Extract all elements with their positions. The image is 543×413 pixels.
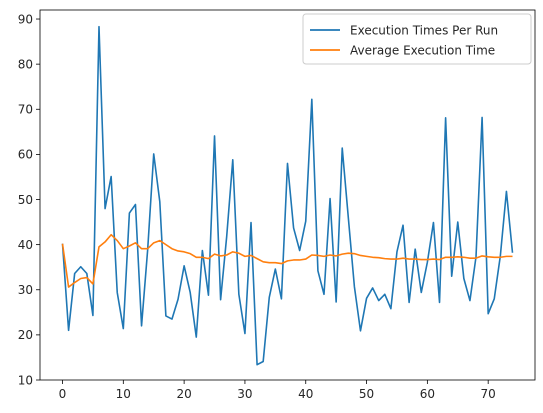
x-tick-label: 30 <box>237 387 252 401</box>
x-tick-label: 10 <box>116 387 131 401</box>
series-line-1 <box>61 233 513 288</box>
legend-label-average: Average Execution Time <box>350 44 495 58</box>
series-lines <box>61 25 514 366</box>
x-tick-label: 70 <box>481 387 496 401</box>
y-tick-label: 50 <box>18 193 33 207</box>
legend-label-execution-times: Execution Times Per Run <box>350 24 498 38</box>
y-axis-ticks: 10 20 30 40 50 60 70 80 90 <box>18 12 40 387</box>
y-tick-label: 10 <box>18 373 33 387</box>
y-tick-label: 60 <box>18 148 33 162</box>
legend: Execution Times Per Run Average Executio… <box>302 13 532 65</box>
x-tick-label: 0 <box>59 387 67 401</box>
x-tick-label: 40 <box>298 387 313 401</box>
y-tick-label: 90 <box>18 12 33 26</box>
plot-area <box>40 10 535 380</box>
plot-frame <box>39 9 536 381</box>
x-axis-ticks: 0 10 20 30 40 50 60 70 <box>59 380 496 401</box>
y-tick-label: 20 <box>18 328 33 342</box>
y-tick-label: 70 <box>18 103 33 117</box>
x-tick-label: 60 <box>420 387 435 401</box>
x-tick-label: 50 <box>359 387 374 401</box>
y-tick-label: 30 <box>18 283 33 297</box>
y-tick-label: 40 <box>18 238 33 252</box>
y-tick-label: 80 <box>18 57 33 71</box>
x-tick-label: 20 <box>176 387 191 401</box>
legend-box <box>302 13 532 65</box>
